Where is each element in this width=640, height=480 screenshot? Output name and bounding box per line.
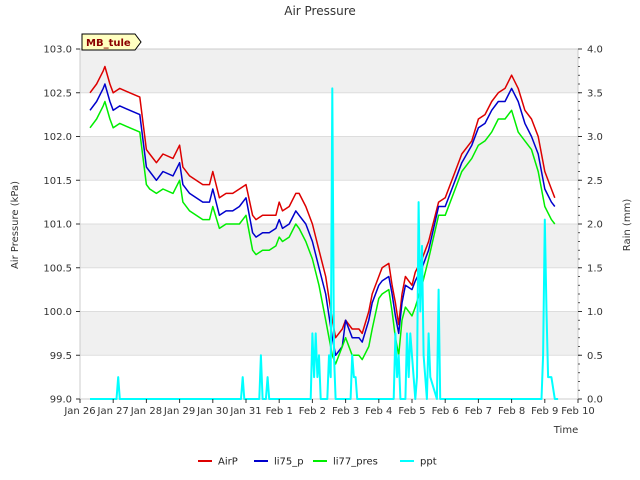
y2-tick-label: 2.5	[587, 176, 603, 187]
series-line-li75-p	[89, 83, 556, 357]
background-band	[80, 49, 578, 93]
series-line-li77-pres	[89, 100, 556, 365]
x-tick-label: Feb 5	[398, 406, 425, 417]
y-tick-label: 102.0	[43, 132, 72, 143]
y2-tick-label: 3.0	[587, 132, 603, 143]
axes-layer: Jan 26 Jan 27 Jan 28 Jan 29 Jan 30 Jan 31 Feb …	[43, 45, 603, 418]
series-layer	[89, 65, 559, 400]
x-tick-label: Feb 2	[299, 406, 326, 417]
y2-tick-label: 0.5	[587, 351, 603, 362]
legend-label: AirP	[218, 457, 238, 468]
x-tick-label: Jan 27	[97, 406, 129, 417]
x-tick-label: Feb 8	[498, 406, 525, 417]
chart-title: Air Pressure	[284, 4, 356, 18]
legend-label: li77_pres	[333, 457, 378, 468]
x-tick-label: Jan 28	[130, 406, 162, 417]
legend-label: li75_p	[274, 457, 304, 468]
y-tick-label: 99.5	[50, 351, 72, 362]
y2-tick-label: 1.5	[587, 263, 603, 274]
x-tick-label: Jan 30	[196, 406, 228, 417]
y2-tick-label: 2.0	[587, 220, 603, 231]
y-tick-label: 99.0	[50, 395, 72, 406]
x-tick-label: Jan 31	[229, 406, 261, 417]
series-line-airp	[89, 65, 556, 339]
y2-tick-label: 3.5	[587, 88, 603, 99]
x-tick-label: Feb 6	[432, 406, 459, 417]
site-badge-label: MB_tule	[86, 38, 131, 49]
y2-tick-label: 1.0	[587, 307, 603, 318]
y-tick-label: 100.0	[43, 307, 72, 318]
y-tick-label: 103.0	[43, 45, 72, 56]
background-band	[80, 136, 578, 181]
x-tick-label: Feb 1	[266, 406, 293, 417]
y2-tick-label: 0.0	[587, 395, 603, 406]
x-tick-label: Feb 3	[332, 406, 359, 417]
x-tick-label: Jan 29	[163, 406, 195, 417]
background-bands	[80, 49, 578, 356]
x-tick-label: Jan 26	[63, 406, 95, 417]
series-line-ppt	[90, 87, 559, 400]
legend: AirP li75_p li77_pres ppt	[198, 457, 437, 468]
y-tick-label: 102.5	[43, 88, 72, 99]
x-tick-label: Feb 9	[531, 406, 558, 417]
background-band	[80, 224, 578, 268]
legend-label: ppt	[420, 457, 437, 468]
site-badge: MB_tule	[81, 33, 142, 51]
x-tick-label: Feb 7	[465, 406, 492, 417]
y2-tick-label: 4.0	[587, 45, 603, 56]
y-tick-label: 101.0	[43, 220, 72, 231]
x-tick-label: Feb 10	[561, 406, 595, 417]
y-axis-label: Air Pressure (kPa)	[10, 181, 21, 269]
x-tick-label: Feb 4	[365, 406, 392, 417]
x-axis-label: Time	[553, 425, 578, 436]
y2-axis-label: Rain (mm)	[622, 199, 633, 252]
y-tick-label: 100.5	[43, 263, 72, 274]
y-tick-label: 101.5	[43, 176, 72, 187]
